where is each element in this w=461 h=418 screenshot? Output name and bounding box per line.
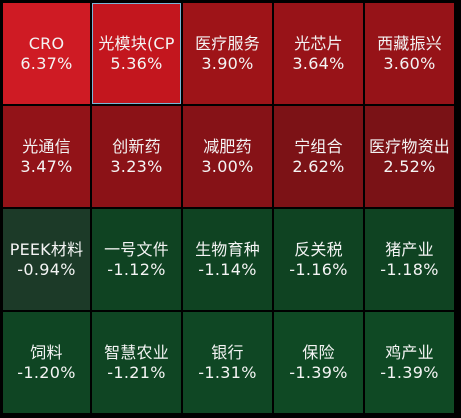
tile-peek-materials[interactable]: PEEK材料 -0.94% — [3, 209, 90, 310]
sector-change: 5.36% — [110, 53, 163, 73]
sector-change: 3.64% — [292, 53, 345, 73]
sector-change: 3.23% — [110, 156, 163, 176]
sector-change: -1.20% — [17, 362, 76, 382]
sector-name: 光模块(CP — [98, 33, 175, 53]
tile-weight-loss-drugs[interactable]: 减肥药 3.00% — [183, 106, 272, 207]
sector-name: 生物育种 — [195, 239, 260, 259]
tile-no1-document[interactable]: 一号文件 -1.12% — [92, 209, 181, 310]
sector-change: 6.37% — [20, 53, 73, 73]
tile-optical-module[interactable]: 光模块(CP 5.36% — [92, 3, 181, 104]
sector-change: 3.90% — [201, 53, 254, 73]
sector-name: 光芯片 — [294, 33, 343, 53]
sector-change: -1.14% — [198, 259, 257, 279]
sector-name: 医疗服务 — [195, 33, 260, 53]
tile-cro[interactable]: CRO 6.37% — [3, 3, 90, 104]
sector-name: 反关税 — [294, 239, 343, 259]
tile-insurance[interactable]: 保险 -1.39% — [274, 312, 363, 413]
tile-optical-chip[interactable]: 光芯片 3.64% — [274, 3, 363, 104]
tile-ning-portfolio[interactable]: 宁组合 2.62% — [274, 106, 363, 207]
sector-change: -0.94% — [17, 259, 76, 279]
tile-innovative-drugs[interactable]: 创新药 3.23% — [92, 106, 181, 207]
tile-bio-breeding[interactable]: 生物育种 -1.14% — [183, 209, 272, 310]
sector-name: 饲料 — [30, 342, 63, 362]
tile-pig-industry[interactable]: 猪产业 -1.18% — [365, 209, 454, 310]
sector-change: 3.60% — [383, 53, 436, 73]
sector-name: 医疗物资出 — [368, 136, 450, 156]
sector-name: 保险 — [302, 342, 335, 362]
sector-name: 鸡产业 — [385, 342, 434, 362]
sector-name: PEEK材料 — [9, 239, 84, 259]
sector-change: -1.18% — [380, 259, 439, 279]
tile-bank[interactable]: 银行 -1.31% — [183, 312, 272, 413]
sector-name: CRO — [28, 33, 65, 53]
tile-medical-services[interactable]: 医疗服务 3.90% — [183, 3, 272, 104]
sector-change: -1.39% — [380, 362, 439, 382]
tile-tibet-revitalization[interactable]: 西藏振兴 3.60% — [365, 3, 454, 104]
tile-anti-tariff[interactable]: 反关税 -1.16% — [274, 209, 363, 310]
sector-change: -1.16% — [289, 259, 348, 279]
sector-change: -1.21% — [107, 362, 166, 382]
tile-optical-communication[interactable]: 光通信 3.47% — [3, 106, 90, 207]
sector-change: -1.39% — [289, 362, 348, 382]
sector-name: 西藏振兴 — [377, 33, 442, 53]
sector-change: 2.62% — [292, 156, 345, 176]
tile-medical-supplies-export[interactable]: 医疗物资出 2.52% — [365, 106, 454, 207]
sector-name: 创新药 — [112, 136, 161, 156]
tile-feed[interactable]: 饲料 -1.20% — [3, 312, 90, 413]
sector-name: 银行 — [211, 342, 244, 362]
sector-name: 宁组合 — [294, 136, 343, 156]
sector-change: 3.47% — [20, 156, 73, 176]
sector-name: 智慧农业 — [104, 342, 169, 362]
sector-name: 一号文件 — [104, 239, 169, 259]
sector-change: -1.31% — [198, 362, 257, 382]
sector-name: 猪产业 — [385, 239, 434, 259]
tile-smart-agriculture[interactable]: 智慧农业 -1.21% — [92, 312, 181, 413]
sector-change: 3.00% — [201, 156, 254, 176]
tile-chicken-industry[interactable]: 鸡产业 -1.39% — [365, 312, 454, 413]
sector-name: 光通信 — [22, 136, 71, 156]
sector-name: 减肥药 — [203, 136, 252, 156]
sector-change: 2.52% — [383, 156, 436, 176]
sector-change: -1.12% — [107, 259, 166, 279]
